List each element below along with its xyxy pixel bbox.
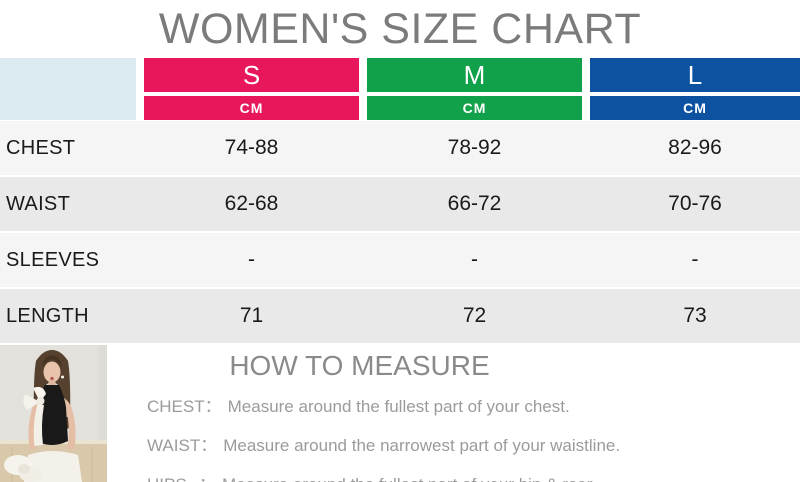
row-label: LENGTH [6,304,89,327]
table-row-chest: CHEST 74-88 78-92 82-96 [0,121,800,175]
cell-value: 62-68 [224,192,279,215]
page-title: WOMEN'S SIZE CHART [158,4,642,53]
measure-text: Measure around the narrowest part of you… [223,436,621,455]
cell-value: 73 [683,304,707,327]
row-label: WAIST [6,192,71,215]
measure-label: WAIST [147,436,201,455]
table-row-sleeves: SLEEVES - - - [0,233,800,287]
model-photo [0,345,107,482]
cell-value: 71 [239,304,264,327]
measure-text: Measure around the fullest part of your … [222,475,596,482]
cell-value: - [471,248,478,271]
cell-value: 82-96 [668,136,722,159]
measure-content: HOW TO MEASURE CHEST ： Measure around th… [107,345,800,482]
size-col-header-m: M [367,58,582,92]
unit-cell-l: CM [590,96,800,120]
table-row-waist: WAIST 62-68 66-72 70-76 [0,177,800,231]
unit-cell-m: CM [367,96,582,120]
table-row-length: LENGTH 71 72 73 [0,289,800,343]
row-label: SLEEVES [6,248,100,271]
size-table-body: CHEST 74-88 78-92 82-96 WAIST 62-68 66-7… [0,121,800,343]
cell-value: 66-72 [447,192,502,215]
measure-item-chest: CHEST ： Measure around the fullest part … [107,392,800,417]
measure-label: CHEST [147,397,205,416]
measure-label: HIPS [147,475,199,482]
measure-colon: ： [200,436,218,455]
model-photo-illustration [0,345,107,482]
row-label: CHEST [6,136,76,159]
measure-colon: ： [204,397,222,416]
measure-item-hips: HIPS ： Measure around the fullest part o… [107,470,800,482]
how-to-measure-heading: HOW TO MEASURE [229,350,490,381]
cell-value: 74-88 [224,136,279,159]
measure-text: Measure around the fullest part of your … [227,397,570,416]
measure-item-waist: WAIST ： Measure around the narrowest par… [107,431,800,456]
cell-value: 72 [462,304,487,327]
unit-cell-s: CM [144,96,359,120]
how-to-measure-section: HOW TO MEASURE CHEST ： Measure around th… [0,345,800,482]
size-col-header-l: L [590,58,800,92]
size-table-header: S M L CM CM CM [0,58,800,120]
corner-cell [0,58,136,120]
cell-value: - [248,248,255,271]
measure-colon: ： [199,470,216,482]
cell-value: 70-76 [668,192,722,215]
size-col-header-s: S [144,58,359,92]
cell-value: - [691,248,699,271]
cell-value: 78-92 [447,136,502,159]
measure-list: CHEST ： Measure around the fullest part … [107,392,800,482]
